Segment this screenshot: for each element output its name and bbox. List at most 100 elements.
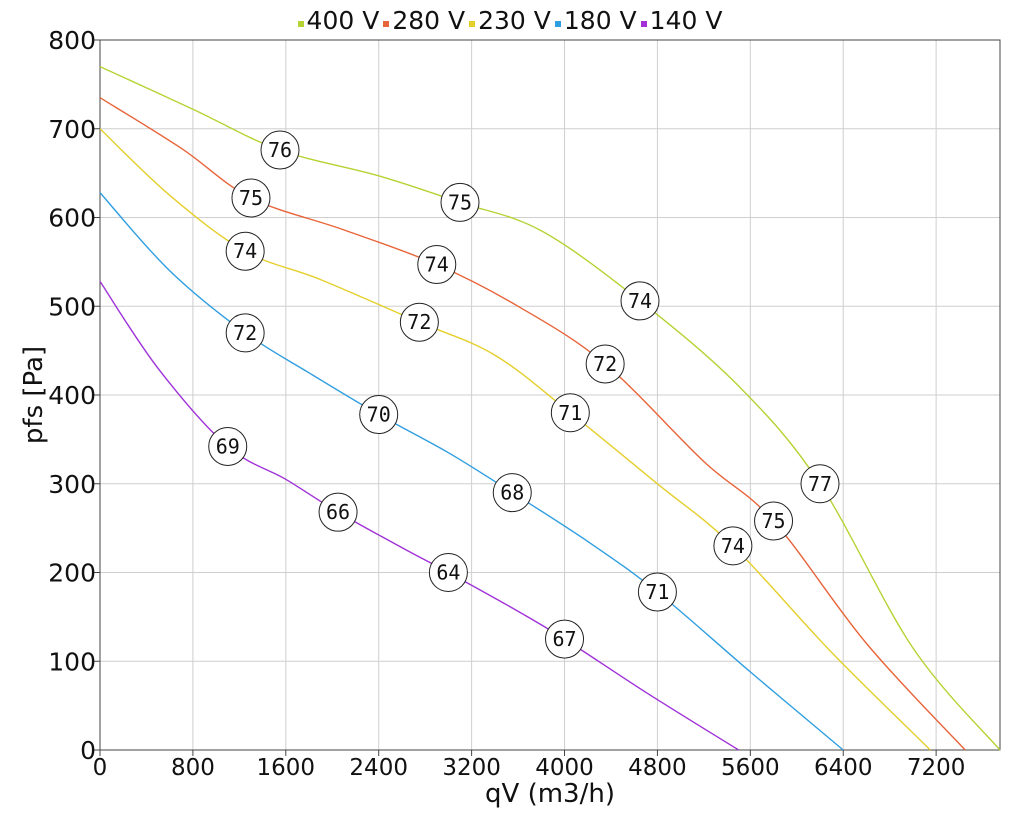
efficiency-marker-400v: 74 bbox=[620, 281, 660, 321]
legend-item-280v[interactable]: 280 V bbox=[383, 6, 465, 35]
marker-circle bbox=[754, 501, 794, 541]
x-tick-label: 1600 bbox=[257, 755, 316, 781]
marker-circle bbox=[800, 464, 840, 504]
y-tick-label: 400 bbox=[48, 381, 96, 410]
marker-label: 71 bbox=[558, 401, 582, 425]
marker-circle bbox=[545, 619, 585, 659]
marker-label: 76 bbox=[268, 138, 292, 162]
efficiency-marker-280v: 74 bbox=[417, 245, 457, 285]
legend-item-140v[interactable]: 140 V bbox=[640, 6, 723, 35]
x-tick-label: 2400 bbox=[349, 755, 408, 781]
y-tick-label: 700 bbox=[48, 115, 96, 144]
y-axis-label: pfs [Pa] bbox=[19, 346, 49, 444]
legend-swatch-140v bbox=[640, 20, 647, 27]
legend-label-140v: 140 V bbox=[649, 6, 723, 35]
x-tick-label: 7200 bbox=[907, 755, 966, 781]
efficiency-marker-400v: 75 bbox=[440, 182, 480, 222]
marker-label: 64 bbox=[436, 561, 460, 585]
marker-label: 74 bbox=[721, 534, 745, 558]
efficiency-marker-400v: 76 bbox=[260, 130, 300, 170]
x-tick-label: 5600 bbox=[721, 755, 780, 781]
efficiency-marker-180v: 72 bbox=[225, 313, 265, 353]
efficiency-marker-140v: 67 bbox=[545, 619, 585, 659]
marker-label: 75 bbox=[239, 186, 263, 210]
marker-label: 71 bbox=[645, 580, 669, 604]
marker-label: 75 bbox=[762, 509, 786, 533]
efficiency-marker-230v: 71 bbox=[550, 393, 590, 433]
legend-label-230v: 230 V bbox=[478, 6, 551, 35]
marker-circle bbox=[713, 526, 753, 566]
marker-label: 69 bbox=[216, 434, 240, 458]
marker-label: 77 bbox=[808, 472, 832, 496]
axes: 0 800 1600 2400 3200 4000 4800 5600 6400 7200 0 100… bbox=[48, 26, 1001, 781]
efficiency-marker-180v: 71 bbox=[637, 572, 677, 612]
efficiency-marker-140v: 69 bbox=[208, 426, 248, 466]
efficiency-marker-280v: 75 bbox=[754, 501, 794, 541]
legend-item-230v[interactable]: 230 V bbox=[469, 6, 551, 35]
marker-circle bbox=[225, 231, 265, 271]
marker-circle bbox=[620, 281, 660, 321]
x-tick-label: 4000 bbox=[535, 755, 594, 781]
y-tick-label: 200 bbox=[48, 559, 96, 588]
marker-label: 72 bbox=[407, 310, 431, 334]
marker-circle bbox=[637, 572, 677, 612]
efficiency-marker-180v: 68 bbox=[492, 473, 532, 513]
marker-circle bbox=[417, 245, 457, 285]
x-tick-label: 0 bbox=[93, 755, 108, 781]
x-tick-label: 6400 bbox=[814, 755, 873, 781]
legend: 400 V 280 V 230 V 180 V 140 V bbox=[0, 6, 1020, 35]
marker-circle bbox=[492, 473, 532, 513]
marker-label: 67 bbox=[552, 627, 576, 651]
efficiency-marker-180v: 70 bbox=[359, 395, 399, 435]
marker-label: 68 bbox=[500, 481, 524, 505]
efficiency-marker-280v: 75 bbox=[231, 178, 271, 218]
marker-label: 74 bbox=[233, 239, 257, 263]
legend-item-400v[interactable]: 400 V bbox=[297, 6, 380, 35]
marker-label: 72 bbox=[593, 352, 617, 376]
marker-label: 70 bbox=[367, 403, 391, 427]
efficiency-marker-140v: 66 bbox=[318, 492, 358, 532]
marker-label: 66 bbox=[326, 500, 350, 524]
marker-circle bbox=[225, 313, 265, 353]
series-line-180v bbox=[99, 192, 844, 751]
legend-label-400v: 400 V bbox=[306, 6, 380, 35]
marker-circle bbox=[231, 178, 271, 218]
legend-swatch-180v bbox=[554, 20, 561, 27]
x-tick-label: 800 bbox=[171, 755, 215, 781]
y-tick-label: 500 bbox=[48, 292, 96, 321]
legend-swatch-230v bbox=[469, 20, 476, 27]
efficiency-marker-230v: 72 bbox=[399, 302, 439, 342]
marker-circle bbox=[550, 393, 590, 433]
x-tick-label: 4800 bbox=[628, 755, 687, 781]
marker-circle bbox=[318, 492, 358, 532]
marker-circle bbox=[260, 130, 300, 170]
efficiency-marker-230v: 74 bbox=[713, 526, 753, 566]
efficiency-marker-140v: 64 bbox=[428, 553, 468, 592]
x-tick-label: 3200 bbox=[442, 755, 501, 781]
y-tick-label: 600 bbox=[48, 204, 96, 233]
marker-circle bbox=[208, 426, 248, 466]
y-tick-label: 800 bbox=[48, 26, 96, 55]
y-tick-label: 0 bbox=[80, 736, 96, 765]
marker-label: 74 bbox=[628, 289, 652, 313]
legend-swatch-280v bbox=[383, 20, 390, 27]
marker-circle bbox=[440, 182, 480, 222]
legend-swatch-400v bbox=[297, 20, 304, 27]
y-tick-label: 100 bbox=[48, 647, 96, 676]
marker-label: 74 bbox=[425, 253, 449, 277]
marker-circle bbox=[585, 344, 625, 384]
y-tick-label: 300 bbox=[48, 470, 96, 499]
efficiency-marker-400v: 77 bbox=[800, 464, 840, 504]
x-axis-label: qV (m3/h) bbox=[485, 779, 615, 809]
legend-label-280v: 280 V bbox=[392, 6, 466, 35]
marker-label: 72 bbox=[233, 321, 257, 345]
marker-circle bbox=[399, 302, 439, 342]
marker-circle bbox=[428, 553, 468, 592]
efficiency-marker-280v: 72 bbox=[585, 344, 625, 384]
legend-label-180v: 180 V bbox=[563, 6, 637, 35]
efficiency-marker-230v: 74 bbox=[225, 231, 265, 271]
legend-item-180v[interactable]: 180 V bbox=[554, 6, 637, 35]
series-line-280v bbox=[99, 97, 966, 751]
